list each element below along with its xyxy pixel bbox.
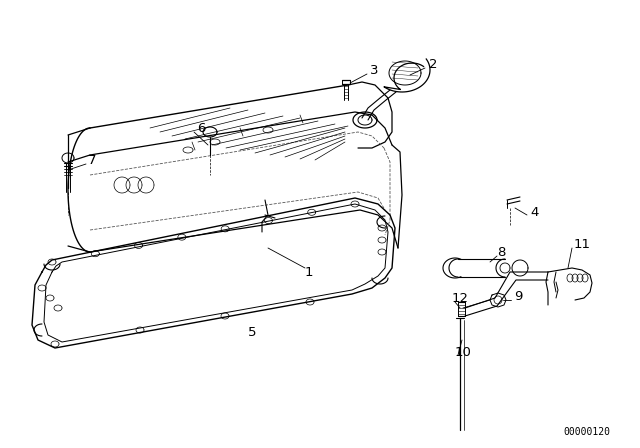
Text: 12: 12: [452, 292, 469, 305]
Text: 10: 10: [455, 345, 472, 358]
Text: 8: 8: [497, 246, 506, 258]
Text: 7: 7: [88, 154, 97, 167]
Text: 2: 2: [429, 59, 438, 72]
Text: 4: 4: [530, 206, 538, 219]
Text: 3: 3: [370, 65, 378, 78]
Text: 11: 11: [574, 237, 591, 250]
Text: 6: 6: [197, 121, 205, 134]
Text: 5: 5: [248, 326, 257, 339]
Text: 1: 1: [305, 266, 314, 279]
Text: 9: 9: [514, 290, 522, 303]
Text: 00000120: 00000120: [563, 427, 610, 437]
